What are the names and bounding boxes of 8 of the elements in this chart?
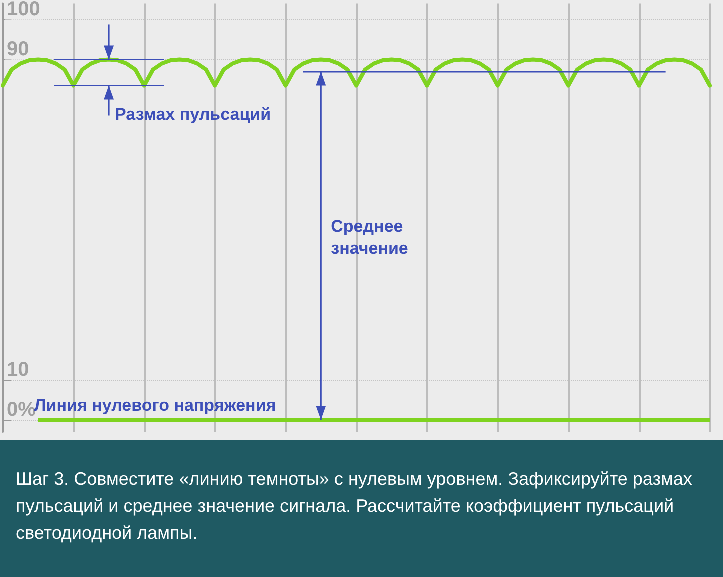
text: Шаг 3. Совместите «линию темноты» с нулевым уровнем. Зафиксируйте размах пульсаций и среднее значение сигнала. Рассчитайте коэффициент пульсаций светодиодной лампы. bbox=[0, 440, 723, 577]
y-tick-label: 90 bbox=[7, 38, 30, 61]
annotation: Размах пульсаций bbox=[115, 104, 272, 126]
ref-line-label: Среднее значение bbox=[331, 216, 410, 260]
y-tick-label: 100 bbox=[7, 0, 40, 21]
y-tick-label: 10 bbox=[7, 358, 30, 381]
y-tick-label: 0% bbox=[7, 398, 36, 421]
ref-line-label: Линия нулевого напряжения bbox=[34, 396, 276, 415]
